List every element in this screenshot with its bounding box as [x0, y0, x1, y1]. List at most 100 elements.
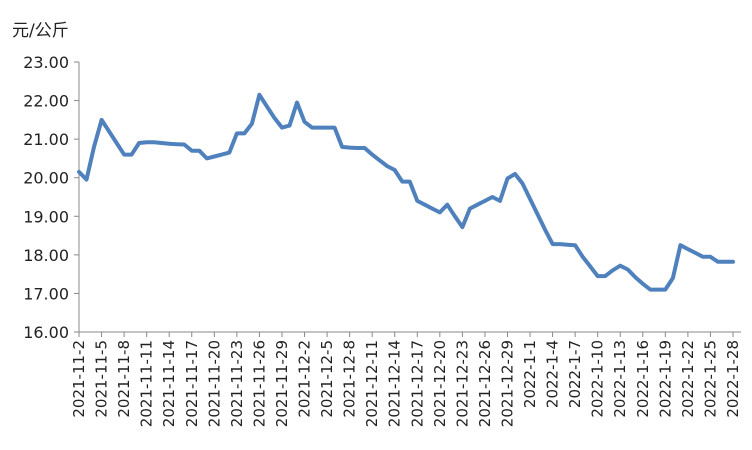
data-point [596, 275, 599, 277]
data-point [604, 275, 606, 277]
data-point [536, 213, 539, 216]
data-point [589, 265, 591, 268]
data-point [160, 142, 163, 144]
data-point [130, 153, 133, 156]
x-axis-ticks: 2021-11-2 2021-11-5 2021-11-8 2021-11-11 202… [70, 332, 742, 427]
data-point [469, 207, 471, 210]
data-point [198, 149, 201, 152]
data-point [213, 155, 216, 158]
x-tick-label: 2021-12-2 [296, 340, 314, 418]
x-tick-label: 2021-11-5 [93, 340, 111, 418]
data-point [138, 142, 140, 144]
data-point [183, 143, 185, 146]
data-point [371, 153, 374, 156]
data-point [108, 130, 110, 133]
data-point [476, 203, 479, 206]
x-tick-label: 2022-1-1 [521, 340, 539, 408]
data-point [401, 180, 404, 183]
y-tick-label: 22.00 [23, 92, 69, 111]
data-point [724, 261, 727, 263]
data-point [393, 169, 396, 171]
x-tick-label: 2021-11-14 [160, 340, 178, 427]
y-tick-label: 18.00 [23, 246, 69, 265]
y-tick-label: 20.00 [23, 169, 69, 188]
data-point [642, 283, 644, 285]
data-point [281, 126, 283, 129]
data-point [296, 101, 298, 104]
data-point [619, 264, 621, 267]
x-tick-label: 2021-11-20 [205, 340, 223, 427]
data-point [559, 243, 561, 245]
price-series-line [77, 92, 735, 292]
y-tick-label: 16.00 [23, 323, 69, 342]
data-point [461, 226, 464, 228]
data-point [311, 126, 313, 129]
data-point [123, 153, 125, 156]
data-point [333, 126, 336, 129]
x-tick-label: 2022-1-22 [679, 340, 697, 418]
data-point [672, 277, 674, 279]
data-point [446, 203, 449, 206]
x-tick-label: 2022-1-7 [566, 340, 584, 408]
data-point [732, 261, 734, 263]
data-point [191, 149, 193, 152]
data-point [581, 255, 584, 258]
data-point [664, 288, 667, 291]
x-tick-label: 2021-11-17 [183, 340, 201, 427]
data-point [363, 147, 366, 149]
data-point [611, 269, 614, 272]
x-tick-label: 2021-11-8 [115, 340, 133, 418]
x-tick-label: 2021-12-11 [363, 340, 381, 427]
x-tick-label: 2021-12-23 [453, 340, 471, 427]
data-point [627, 268, 629, 271]
data-point [326, 126, 328, 129]
data-point [687, 248, 689, 250]
data-point [243, 132, 246, 135]
data-point [409, 180, 411, 183]
y-tick-label: 21.00 [23, 130, 69, 149]
data-point [544, 229, 546, 231]
data-point [251, 122, 253, 125]
data-point [341, 146, 343, 148]
x-tick-label: 2022-1-4 [544, 340, 562, 408]
data-point [499, 200, 501, 202]
y-tick-label: 19.00 [23, 207, 69, 226]
data-point [521, 182, 524, 185]
data-point [93, 146, 95, 148]
data-point [657, 288, 659, 291]
data-point [634, 276, 637, 279]
x-tick-label: 2021-11-29 [273, 340, 291, 427]
x-tick-label: 2022-1-25 [701, 340, 719, 418]
data-point [514, 173, 516, 175]
data-point [175, 143, 178, 145]
data-point [258, 94, 261, 96]
y-axis-unit-label: 元/公斤 [12, 21, 69, 41]
data-point [303, 121, 306, 123]
data-point [153, 141, 155, 143]
data-point [318, 126, 321, 129]
data-point [145, 141, 148, 143]
data-point [236, 132, 238, 135]
x-tick-label: 2021-12-20 [431, 340, 449, 427]
data-point [529, 198, 531, 200]
data-point [702, 255, 704, 258]
data-point [506, 177, 509, 180]
chart-axes [78, 62, 741, 333]
x-tick-label: 2021-12-26 [476, 340, 494, 427]
y-tick-label: 23.00 [23, 53, 69, 72]
data-point [288, 124, 291, 127]
data-point [694, 252, 697, 254]
data-point [78, 171, 80, 173]
data-point [679, 244, 682, 246]
x-tick-label: 2022-1-28 [724, 340, 742, 418]
x-tick-label: 2022-1-10 [589, 340, 607, 418]
x-tick-label: 2022-1-13 [611, 340, 629, 418]
data-point [574, 244, 576, 246]
x-tick-label: 2021-11-26 [250, 340, 268, 427]
y-tick-label: 17.00 [23, 284, 69, 303]
data-point [649, 288, 652, 291]
data-point [484, 200, 486, 202]
data-point [348, 146, 351, 149]
data-point [551, 243, 554, 245]
data-point [228, 151, 231, 154]
